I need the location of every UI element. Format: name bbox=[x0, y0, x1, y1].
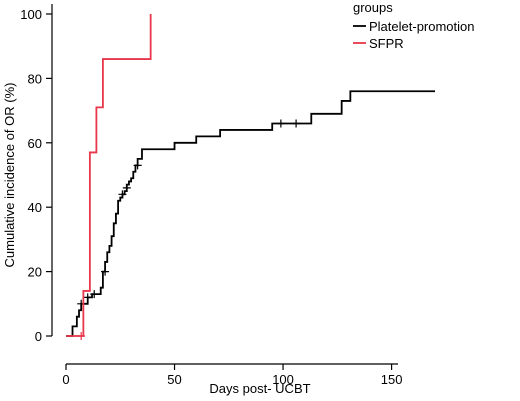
y-tick-label-20: 20 bbox=[28, 265, 42, 280]
censor-mark-platelet-promotion-1 bbox=[83, 293, 92, 302]
censor-mark-platelet-promotion-3 bbox=[101, 267, 110, 276]
series-layer bbox=[66, 14, 435, 340]
censor-mark-platelet-promotion-2 bbox=[90, 290, 99, 299]
y-tick-label-0: 0 bbox=[35, 329, 42, 344]
legend-label-sfpr: SFPR bbox=[369, 36, 404, 51]
x-tick-label-150: 150 bbox=[381, 372, 403, 387]
x-tick-label-100: 100 bbox=[272, 372, 294, 387]
x-tick-label-50: 50 bbox=[167, 372, 181, 387]
censor-mark-platelet-promotion-4 bbox=[118, 190, 127, 199]
x-ticks: 0 50 100 150 bbox=[62, 364, 402, 387]
censor-mark-sfpr-0 bbox=[77, 332, 86, 340]
x-axis-title: Days post- UCBT bbox=[209, 381, 310, 396]
y-axis-title: Cumulative incidence of OR (%) bbox=[2, 83, 17, 268]
legend-title: groups bbox=[353, 0, 393, 15]
legend: groups Platelet-promotion SFPR bbox=[353, 0, 475, 51]
axes bbox=[51, 4, 398, 365]
censor-mark-platelet-promotion-8 bbox=[292, 119, 301, 128]
y-tick-label-100: 100 bbox=[20, 7, 42, 22]
y-tick-label-80: 80 bbox=[28, 71, 42, 86]
y-tick-label-40: 40 bbox=[28, 200, 42, 215]
legend-label-platelet-promotion: Platelet-promotion bbox=[369, 19, 475, 34]
y-tick-label-60: 60 bbox=[28, 136, 42, 151]
censor-mark-platelet-promotion-5 bbox=[122, 183, 131, 192]
x-tick-label-0: 0 bbox=[62, 372, 69, 387]
y-ticks: 0 20 40 60 80 100 bbox=[20, 7, 52, 344]
censor-mark-platelet-promotion-6 bbox=[133, 161, 142, 170]
series-line-sfpr bbox=[66, 14, 152, 337]
censor-mark-platelet-promotion-7 bbox=[276, 119, 285, 128]
series-line-platelet-promotion bbox=[66, 90, 435, 337]
